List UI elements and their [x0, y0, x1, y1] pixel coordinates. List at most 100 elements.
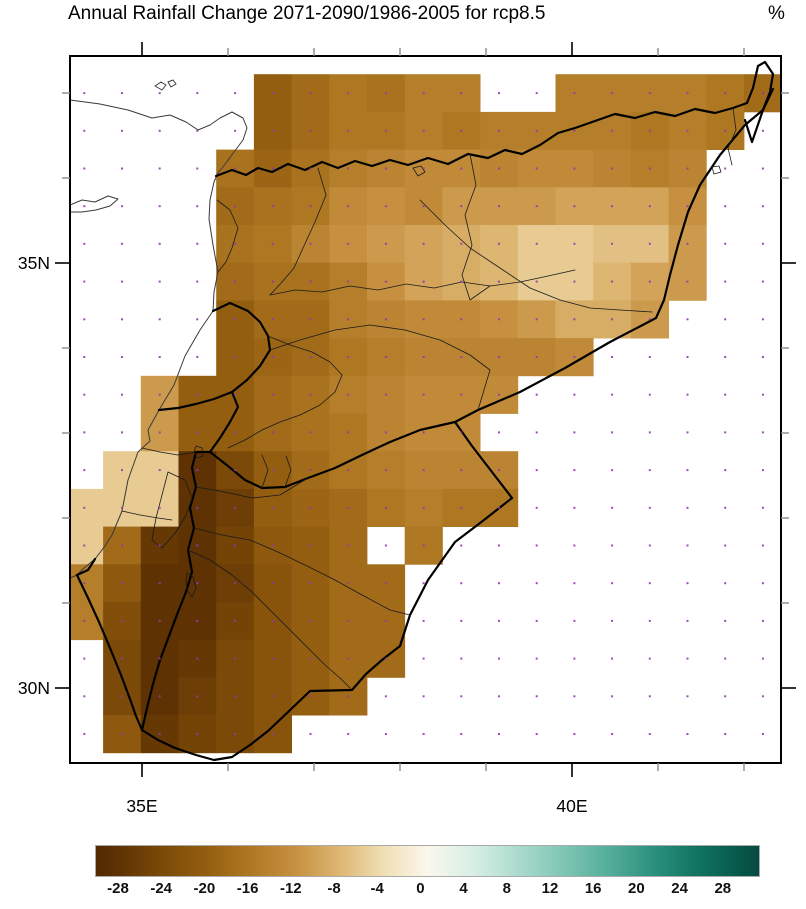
grid-dot	[196, 582, 199, 585]
grid-dot	[83, 356, 86, 358]
grid-dot	[271, 695, 274, 698]
grid-dot	[460, 431, 463, 434]
grid-dot	[686, 242, 689, 245]
grid-dot	[309, 92, 312, 95]
grid-dot	[271, 318, 274, 321]
grid-dot	[761, 393, 764, 396]
grid-dot	[535, 393, 538, 396]
grid-dot	[648, 205, 651, 208]
grid-dot	[498, 393, 500, 396]
grid-dot	[422, 582, 425, 585]
grid-dot	[686, 92, 689, 95]
grid-dot	[347, 544, 350, 547]
grid-dot	[686, 582, 689, 585]
grid-dot	[158, 582, 161, 585]
grid-dot	[686, 733, 689, 735]
grid-dot	[460, 167, 463, 170]
grid-dot	[498, 582, 500, 585]
grid-dot	[535, 205, 538, 208]
grid-dot	[686, 544, 689, 547]
grid-dot	[686, 167, 689, 170]
grid-dot	[196, 431, 199, 434]
grid-dot	[158, 431, 161, 434]
grid-dot	[761, 619, 764, 622]
grid-dot	[611, 469, 614, 472]
grid-dot	[83, 469, 86, 472]
colorbar-tick-label: 4	[459, 880, 468, 897]
grid-dot	[498, 280, 500, 283]
grid-dot	[460, 619, 463, 622]
grid-dot	[384, 205, 387, 208]
grid-dot	[761, 280, 764, 283]
grid-dot	[686, 129, 689, 132]
admin-jordan-central	[193, 527, 411, 616]
grid-dot	[347, 506, 350, 509]
grid-dot	[158, 393, 161, 396]
grid-dot	[309, 242, 312, 245]
lon-tick-label: 35E	[126, 796, 157, 816]
grid-dot	[648, 92, 651, 95]
grid-dot	[271, 582, 274, 585]
grid-dot	[422, 619, 425, 622]
grid-dot	[648, 393, 651, 396]
grid-dot	[83, 92, 86, 95]
grid-dot	[573, 544, 576, 547]
grid-dot	[573, 242, 576, 245]
grid-dot	[724, 582, 727, 585]
grid-dot	[761, 356, 764, 358]
admin-damascus	[227, 335, 343, 449]
grid-dot	[83, 129, 86, 132]
grid-dot	[196, 393, 199, 396]
grid-dot	[498, 167, 500, 170]
grid-dot	[724, 393, 727, 396]
colorbar-tick-label: 0	[416, 880, 425, 897]
grid-dot	[761, 318, 764, 321]
grid-dot	[422, 431, 425, 434]
grid-dot	[347, 733, 350, 735]
grid-dot	[234, 657, 237, 660]
colorbar-tick-label: 20	[628, 880, 645, 897]
grid-dot	[271, 205, 274, 208]
grid-dot	[196, 318, 199, 321]
grid-dot	[83, 205, 86, 208]
grid-dot	[271, 393, 274, 396]
grid-dot	[384, 280, 387, 283]
grid-dot	[611, 506, 614, 509]
grid-dot	[158, 318, 161, 321]
grid-dot	[158, 167, 161, 170]
colorbar-tick-label: -4	[370, 880, 384, 897]
grid-dot	[196, 356, 199, 358]
grid-dot	[158, 544, 161, 547]
grid-dot	[535, 469, 538, 472]
grid-dot	[611, 393, 614, 396]
grid-dot	[761, 695, 764, 698]
grid-dot	[460, 280, 463, 283]
grid-dot	[422, 733, 425, 735]
grid-dot	[724, 431, 727, 434]
grid-dot	[535, 582, 538, 585]
grid-dot	[724, 657, 727, 660]
grid-dot	[573, 205, 576, 208]
grid-dot	[535, 318, 538, 321]
grid-dot	[535, 733, 538, 735]
grid-dot	[724, 619, 727, 622]
grid-dot	[422, 657, 425, 660]
grid-dot	[611, 431, 614, 434]
jordan-saudi-border	[140, 496, 514, 762]
grid-dot	[196, 280, 199, 283]
coastline	[70, 99, 248, 579]
grid-dot	[648, 356, 651, 358]
grid-dot	[648, 431, 651, 434]
grid-dot	[83, 733, 86, 735]
grid-dot	[761, 205, 764, 208]
grid-dot	[498, 657, 500, 660]
grid-dot	[384, 242, 387, 245]
grid-dot	[648, 657, 651, 660]
grid-dot	[761, 431, 764, 434]
grid-dot	[648, 242, 651, 245]
grid-dot	[234, 92, 237, 95]
colorbar-tick-label: -28	[107, 880, 129, 897]
grid-dot	[347, 92, 350, 95]
grid-dot	[535, 431, 538, 434]
grid-dot	[724, 469, 727, 472]
